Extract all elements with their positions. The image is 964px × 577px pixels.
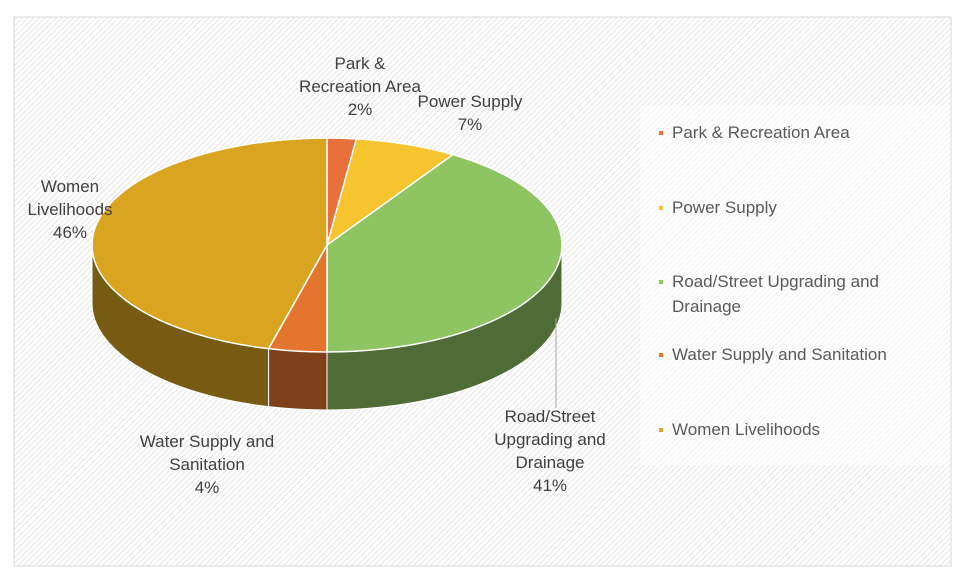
pie-slice	[325, 138, 455, 247]
data-label-value: 2%	[347, 100, 373, 119]
legend-marker	[659, 131, 663, 135]
legend-marker	[659, 206, 663, 210]
data-label-name: Water Supply and Sanitation	[139, 432, 275, 474]
legend-label: Water Supply and Sanitation	[672, 345, 887, 364]
data-label-value: 46%	[52, 223, 88, 242]
data-label: Park & Recreation Area 2%	[294, 52, 426, 121]
legend-label: Park & Recreation Area	[672, 123, 850, 142]
legend-label: Power Supply	[672, 198, 777, 217]
pie-slice	[326, 153, 563, 353]
data-label: Women Livelihoods 46%	[20, 175, 120, 244]
legend-marker	[659, 428, 663, 432]
data-label-value: 41%	[532, 476, 568, 495]
legend-label: Women Livelihoods	[672, 420, 821, 439]
data-label: Power Supply 7%	[400, 90, 540, 136]
data-label-name: Power Supply	[417, 92, 523, 111]
legend-label: Road/Street Upgrading and Drainage	[672, 272, 879, 316]
legend-marker	[659, 280, 663, 284]
pie-slice-side	[268, 348, 328, 411]
data-label-value: 4%	[194, 478, 220, 497]
data-label-value: 7%	[457, 115, 483, 134]
data-label: Water Supply and Sanitation 4%	[132, 430, 282, 499]
data-label-name: Road/Street Upgrading and Drainage	[494, 407, 606, 472]
data-label: Road/Street Upgrading and Drainage 41%	[483, 405, 618, 497]
legend-marker	[659, 353, 663, 357]
data-label-name: Women Livelihoods	[27, 177, 113, 219]
pie-slice	[91, 137, 328, 350]
legend-background	[640, 105, 950, 465]
data-label-name: Park & Recreation Area	[299, 54, 421, 96]
